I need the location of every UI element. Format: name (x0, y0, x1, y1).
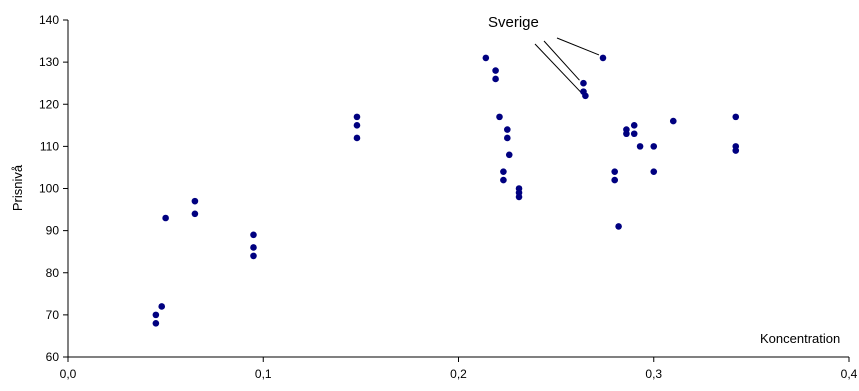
data-point (515, 193, 523, 201)
data-point (615, 223, 622, 230)
annotation-leader-line (534, 43, 582, 94)
data-point (505, 151, 513, 159)
x-axis-ticks: 0,0 0,1 0,2 0,3 0,4 (60, 357, 858, 381)
data-point (500, 168, 507, 175)
data-point (504, 126, 511, 133)
x-tick-label: 0,3 (645, 367, 662, 381)
data-point (580, 79, 587, 87)
annotation-label: Sverige (488, 14, 539, 31)
annotation-leader-line (543, 40, 580, 81)
data-point (650, 168, 658, 175)
y-tick-label: 130 (39, 55, 59, 69)
annotation-leader-line (556, 37, 600, 56)
data-point (496, 113, 503, 121)
data-point (162, 214, 169, 222)
data-point (504, 134, 511, 142)
data-point (650, 143, 658, 150)
data-point (191, 210, 199, 218)
data-point (492, 67, 499, 74)
data-point (482, 54, 490, 62)
y-axis-ticks: 60 70 80 90 100 110 120 130 140 (39, 13, 68, 364)
data-point (630, 122, 638, 129)
data-point (492, 75, 499, 83)
data-points (152, 54, 740, 327)
data-point (732, 113, 740, 121)
data-point (611, 168, 618, 175)
x-tick-label: 0,1 (255, 367, 272, 381)
x-axis-title: Koncentration (760, 331, 840, 346)
data-point (630, 130, 638, 138)
data-point (582, 92, 589, 100)
data-point (500, 176, 507, 184)
y-tick-label: 110 (40, 139, 59, 153)
annotation-leader-lines (534, 37, 600, 94)
y-tick-label: 100 (39, 182, 59, 196)
y-axis-title: Prisnivå (10, 164, 25, 211)
data-point (599, 54, 607, 62)
data-point (191, 197, 199, 205)
data-point (353, 134, 361, 142)
data-point (353, 113, 361, 121)
y-tick-label: 60 (46, 350, 60, 364)
y-tick-label: 80 (46, 266, 60, 280)
y-tick-label: 90 (46, 224, 60, 238)
data-point (152, 320, 160, 327)
x-tick-label: 0,4 (841, 367, 858, 381)
y-tick-label: 70 (46, 308, 60, 322)
data-point (250, 252, 257, 260)
data-point (732, 147, 740, 154)
x-tick-label: 0,2 (450, 367, 467, 381)
data-point (353, 122, 361, 129)
data-point (250, 244, 257, 251)
data-point (623, 130, 630, 138)
data-point (152, 311, 160, 319)
y-tick-label: 120 (39, 97, 59, 111)
data-point (158, 303, 166, 310)
data-point (611, 176, 618, 184)
y-tick-label: 140 (39, 13, 59, 27)
data-point (636, 143, 644, 150)
data-point (669, 117, 677, 125)
data-point (250, 231, 257, 239)
x-tick-label: 0,0 (60, 367, 77, 381)
